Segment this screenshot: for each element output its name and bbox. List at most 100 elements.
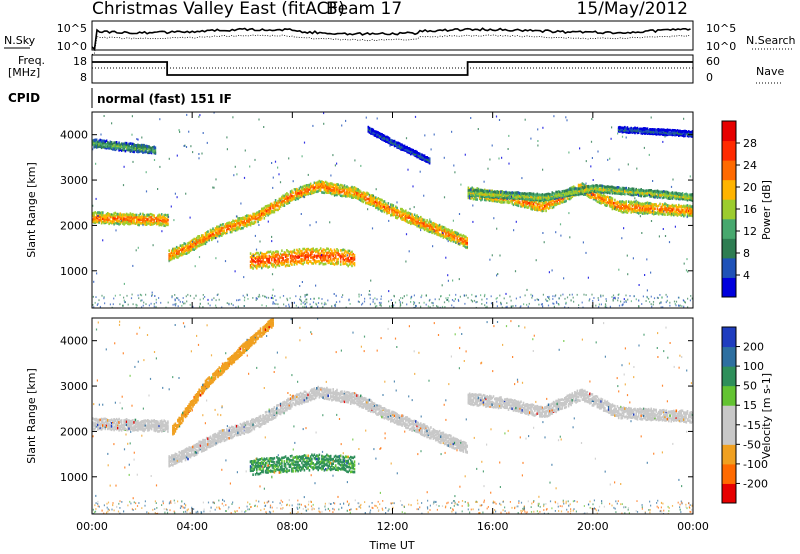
echo-cell <box>556 198 559 202</box>
echo-cell <box>223 229 226 232</box>
echo-cell <box>675 129 678 133</box>
echo-cell <box>242 216 244 220</box>
echo-cell <box>119 216 122 220</box>
echo-cell <box>671 213 674 216</box>
echo-cell <box>511 200 513 203</box>
echo-cell <box>614 186 616 190</box>
echo-cell <box>268 204 271 207</box>
echo-cell <box>371 127 373 131</box>
echo-cell <box>246 219 248 222</box>
echo-cell <box>554 203 556 207</box>
echo-cell <box>180 252 183 255</box>
echo-cell <box>342 248 344 252</box>
echo-cell <box>279 261 282 265</box>
echo-cell <box>673 207 675 210</box>
echo-cell <box>442 234 445 238</box>
echo-cell <box>336 251 338 255</box>
echo-cell <box>286 258 288 261</box>
echo-cell <box>551 193 554 196</box>
echo-cell <box>616 188 619 191</box>
echo-cell <box>197 240 199 243</box>
echo-cell <box>303 254 306 258</box>
echo-cell <box>485 198 487 202</box>
echo-cell <box>591 184 594 187</box>
echo-cell <box>276 253 278 256</box>
echo-cell <box>411 148 413 152</box>
echo-cell <box>426 229 428 232</box>
echo-cell <box>425 220 427 224</box>
echo-cell <box>227 225 229 229</box>
echo-cell <box>420 221 422 224</box>
echo-cell <box>606 189 609 193</box>
echo-cell <box>118 143 120 146</box>
echo-cell <box>584 184 586 187</box>
echo-cell <box>127 215 129 219</box>
echo-cell <box>592 196 595 200</box>
echo-cell <box>403 215 406 219</box>
echo-cell <box>669 206 671 210</box>
echo-cell <box>118 145 120 149</box>
echo-cell <box>397 211 400 214</box>
echo-cell <box>505 194 507 198</box>
echo-cell <box>262 207 264 210</box>
echo-cell <box>299 194 302 197</box>
echo-cell <box>210 236 213 239</box>
echo-cell <box>536 198 539 202</box>
echo-cell <box>691 212 693 216</box>
echo-cell <box>609 199 611 202</box>
echo-cell <box>676 129 679 132</box>
nave-tick-high: 60 <box>706 55 720 68</box>
echo-cell <box>681 194 684 198</box>
echo-cell <box>354 190 357 193</box>
echo-cell <box>624 210 626 213</box>
echo-cell <box>261 304 263 307</box>
echo-cell <box>481 189 483 193</box>
echo-cell <box>301 188 303 191</box>
echo-cell <box>229 228 232 232</box>
echo-cell <box>105 143 108 146</box>
echo-cell <box>233 223 236 227</box>
echo-cell <box>104 140 107 143</box>
echo-cell <box>450 239 452 243</box>
echo-cell <box>318 179 321 183</box>
echo-cell <box>339 257 342 260</box>
echo-cell <box>391 139 393 142</box>
echo-cell <box>247 216 249 220</box>
echo-cell <box>217 228 219 232</box>
echo-cell <box>109 215 112 218</box>
echo-cell <box>338 193 341 196</box>
echo-cell <box>331 262 333 265</box>
echo-cell <box>93 145 95 149</box>
echo-cell <box>567 190 570 193</box>
echo-cell <box>145 213 148 217</box>
echo-cell <box>256 251 258 255</box>
echo-cell <box>388 140 391 143</box>
echo-cell <box>358 198 361 201</box>
echo-cell <box>599 193 601 197</box>
echo-cell <box>495 199 497 203</box>
echo-cell <box>297 260 299 264</box>
echo-cell <box>387 136 390 139</box>
echo-cell <box>177 252 179 256</box>
echo-cell <box>506 305 508 308</box>
echo-cell <box>120 217 123 220</box>
echo-cell <box>251 260 253 263</box>
echo-cell <box>159 218 162 222</box>
echo-cell <box>144 215 147 219</box>
echo-cell <box>671 208 674 211</box>
echo-cell <box>249 214 252 218</box>
echo-cell <box>329 254 332 258</box>
echo-cell <box>349 192 352 195</box>
echo-cell <box>342 255 344 259</box>
echo-cell <box>261 212 263 215</box>
echo-cell <box>125 145 128 149</box>
echo-cell <box>348 253 351 256</box>
echo-cell <box>343 248 346 252</box>
echo-cell <box>132 142 134 146</box>
echo-cell <box>483 194 486 197</box>
echo-cell <box>365 201 367 205</box>
echo-cell <box>307 258 309 261</box>
echo-cell <box>242 294 244 297</box>
echo-cell <box>501 192 503 195</box>
echo-cell <box>535 197 537 201</box>
